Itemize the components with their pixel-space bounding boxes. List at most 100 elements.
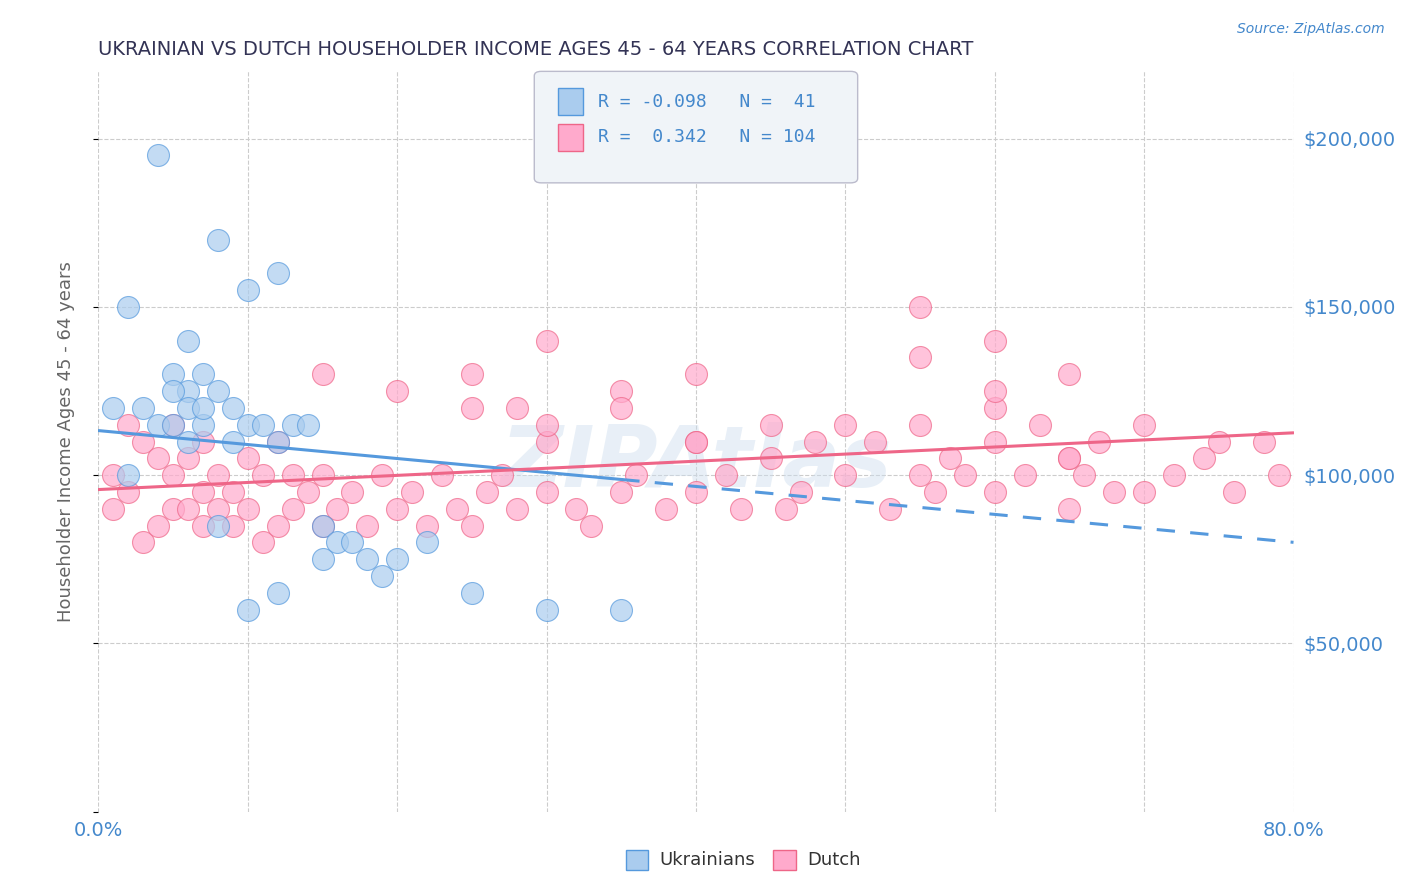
Point — [177, 384, 200, 398]
Text: R = -0.098   N =  41: R = -0.098 N = 41 — [598, 93, 815, 111]
Point — [536, 603, 558, 617]
Point — [267, 434, 290, 449]
Point — [148, 518, 170, 533]
Point — [461, 586, 484, 600]
Point — [356, 552, 378, 566]
Point — [236, 451, 259, 466]
Point — [714, 468, 737, 483]
Point — [177, 334, 200, 348]
Point — [804, 434, 827, 449]
Point — [536, 434, 558, 449]
Point — [908, 300, 931, 314]
Point — [685, 368, 707, 382]
Point — [297, 485, 319, 500]
Point — [267, 586, 290, 600]
Point — [879, 501, 901, 516]
Text: Source: ZipAtlas.com: Source: ZipAtlas.com — [1237, 22, 1385, 37]
Point — [342, 535, 364, 549]
Point — [311, 368, 333, 382]
Point — [908, 468, 931, 483]
Point — [1088, 434, 1111, 449]
Text: ZIPAtlas: ZIPAtlas — [501, 422, 891, 505]
Point — [177, 434, 200, 449]
Point — [311, 518, 333, 533]
Point — [401, 485, 423, 500]
Point — [506, 501, 529, 516]
Point — [385, 501, 409, 516]
Point — [626, 468, 648, 483]
Point — [281, 468, 304, 483]
Point — [1163, 468, 1185, 483]
Point — [148, 417, 170, 432]
Point — [207, 384, 229, 398]
Point — [267, 434, 290, 449]
Point — [655, 501, 678, 516]
Point — [385, 552, 409, 566]
Point — [1059, 501, 1081, 516]
Point — [326, 535, 349, 549]
Point — [311, 468, 333, 483]
Point — [326, 501, 349, 516]
Point — [311, 552, 333, 566]
Point — [1192, 451, 1215, 466]
Point — [834, 417, 856, 432]
Text: Dutch: Dutch — [807, 851, 860, 869]
Point — [177, 451, 200, 466]
Point — [222, 518, 245, 533]
Point — [132, 401, 155, 415]
Point — [236, 417, 259, 432]
Point — [610, 485, 633, 500]
Point — [416, 518, 439, 533]
Point — [252, 535, 274, 549]
Point — [191, 518, 214, 533]
Point — [984, 334, 1007, 348]
Point — [984, 401, 1007, 415]
Point — [536, 334, 558, 348]
Text: Ukrainians: Ukrainians — [659, 851, 755, 869]
Point — [385, 384, 409, 398]
Point — [191, 368, 214, 382]
Point — [1073, 468, 1095, 483]
Point — [1028, 417, 1050, 432]
Point — [207, 501, 229, 516]
Point — [685, 434, 707, 449]
Point — [281, 501, 304, 516]
Point — [939, 451, 962, 466]
Point — [103, 501, 125, 516]
Point — [461, 368, 484, 382]
Point — [1059, 451, 1081, 466]
Point — [207, 518, 229, 533]
Point — [162, 468, 184, 483]
Point — [162, 417, 184, 432]
Point — [924, 485, 946, 500]
Point — [191, 434, 214, 449]
Point — [222, 401, 245, 415]
Point — [1267, 468, 1289, 483]
Point — [1223, 485, 1246, 500]
Text: R =  0.342   N = 104: R = 0.342 N = 104 — [598, 128, 815, 146]
Point — [371, 468, 394, 483]
Point — [191, 417, 214, 432]
Point — [446, 501, 468, 516]
Point — [430, 468, 453, 483]
Point — [461, 401, 484, 415]
Point — [759, 417, 782, 432]
Point — [191, 401, 214, 415]
Point — [1253, 434, 1275, 449]
Point — [908, 417, 931, 432]
Point — [1104, 485, 1126, 500]
Point — [610, 603, 633, 617]
Point — [267, 518, 290, 533]
Point — [117, 300, 139, 314]
Text: UKRAINIAN VS DUTCH HOUSEHOLDER INCOME AGES 45 - 64 YEARS CORRELATION CHART: UKRAINIAN VS DUTCH HOUSEHOLDER INCOME AG… — [98, 39, 974, 59]
Point — [581, 518, 603, 533]
Point — [371, 569, 394, 583]
Point — [1133, 417, 1156, 432]
Point — [207, 233, 229, 247]
Point — [610, 401, 633, 415]
Point — [1059, 451, 1081, 466]
Point — [311, 518, 333, 533]
Point — [506, 401, 529, 415]
Point — [953, 468, 976, 483]
Point — [565, 501, 588, 516]
